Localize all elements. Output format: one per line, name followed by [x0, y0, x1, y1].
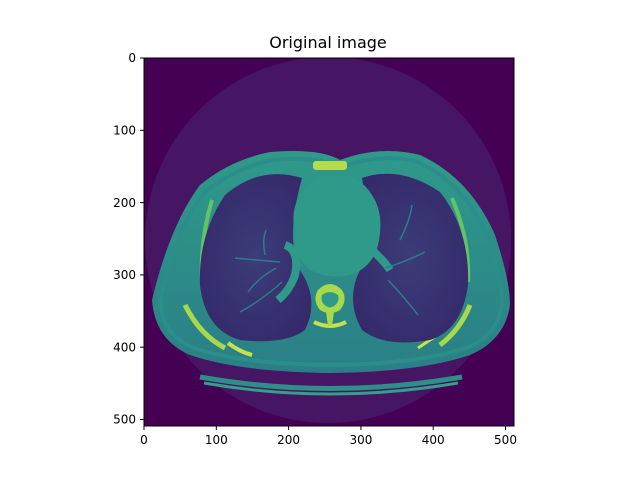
y-tick-label: 0 [128, 51, 136, 65]
x-tick-label: 200 [277, 433, 300, 447]
y-axis: 0 100 200 300 400 500 [113, 51, 144, 427]
axes-frame [143, 57, 515, 427]
y-tick-label: 200 [113, 196, 136, 210]
x-tick-label: 500 [494, 433, 517, 447]
chart-title: Original image [269, 33, 387, 52]
x-tick-label: 300 [349, 433, 372, 447]
x-tick-label: 400 [422, 433, 445, 447]
x-tick-label: 100 [205, 433, 228, 447]
x-axis: 0 100 200 300 400 500 [140, 426, 517, 447]
y-tick-label: 300 [113, 268, 136, 282]
y-tick-label: 500 [113, 413, 136, 427]
y-tick-label: 400 [113, 340, 136, 354]
y-tick-label: 100 [113, 124, 136, 138]
x-tick-label: 0 [140, 433, 148, 447]
ct-image [144, 58, 514, 426]
